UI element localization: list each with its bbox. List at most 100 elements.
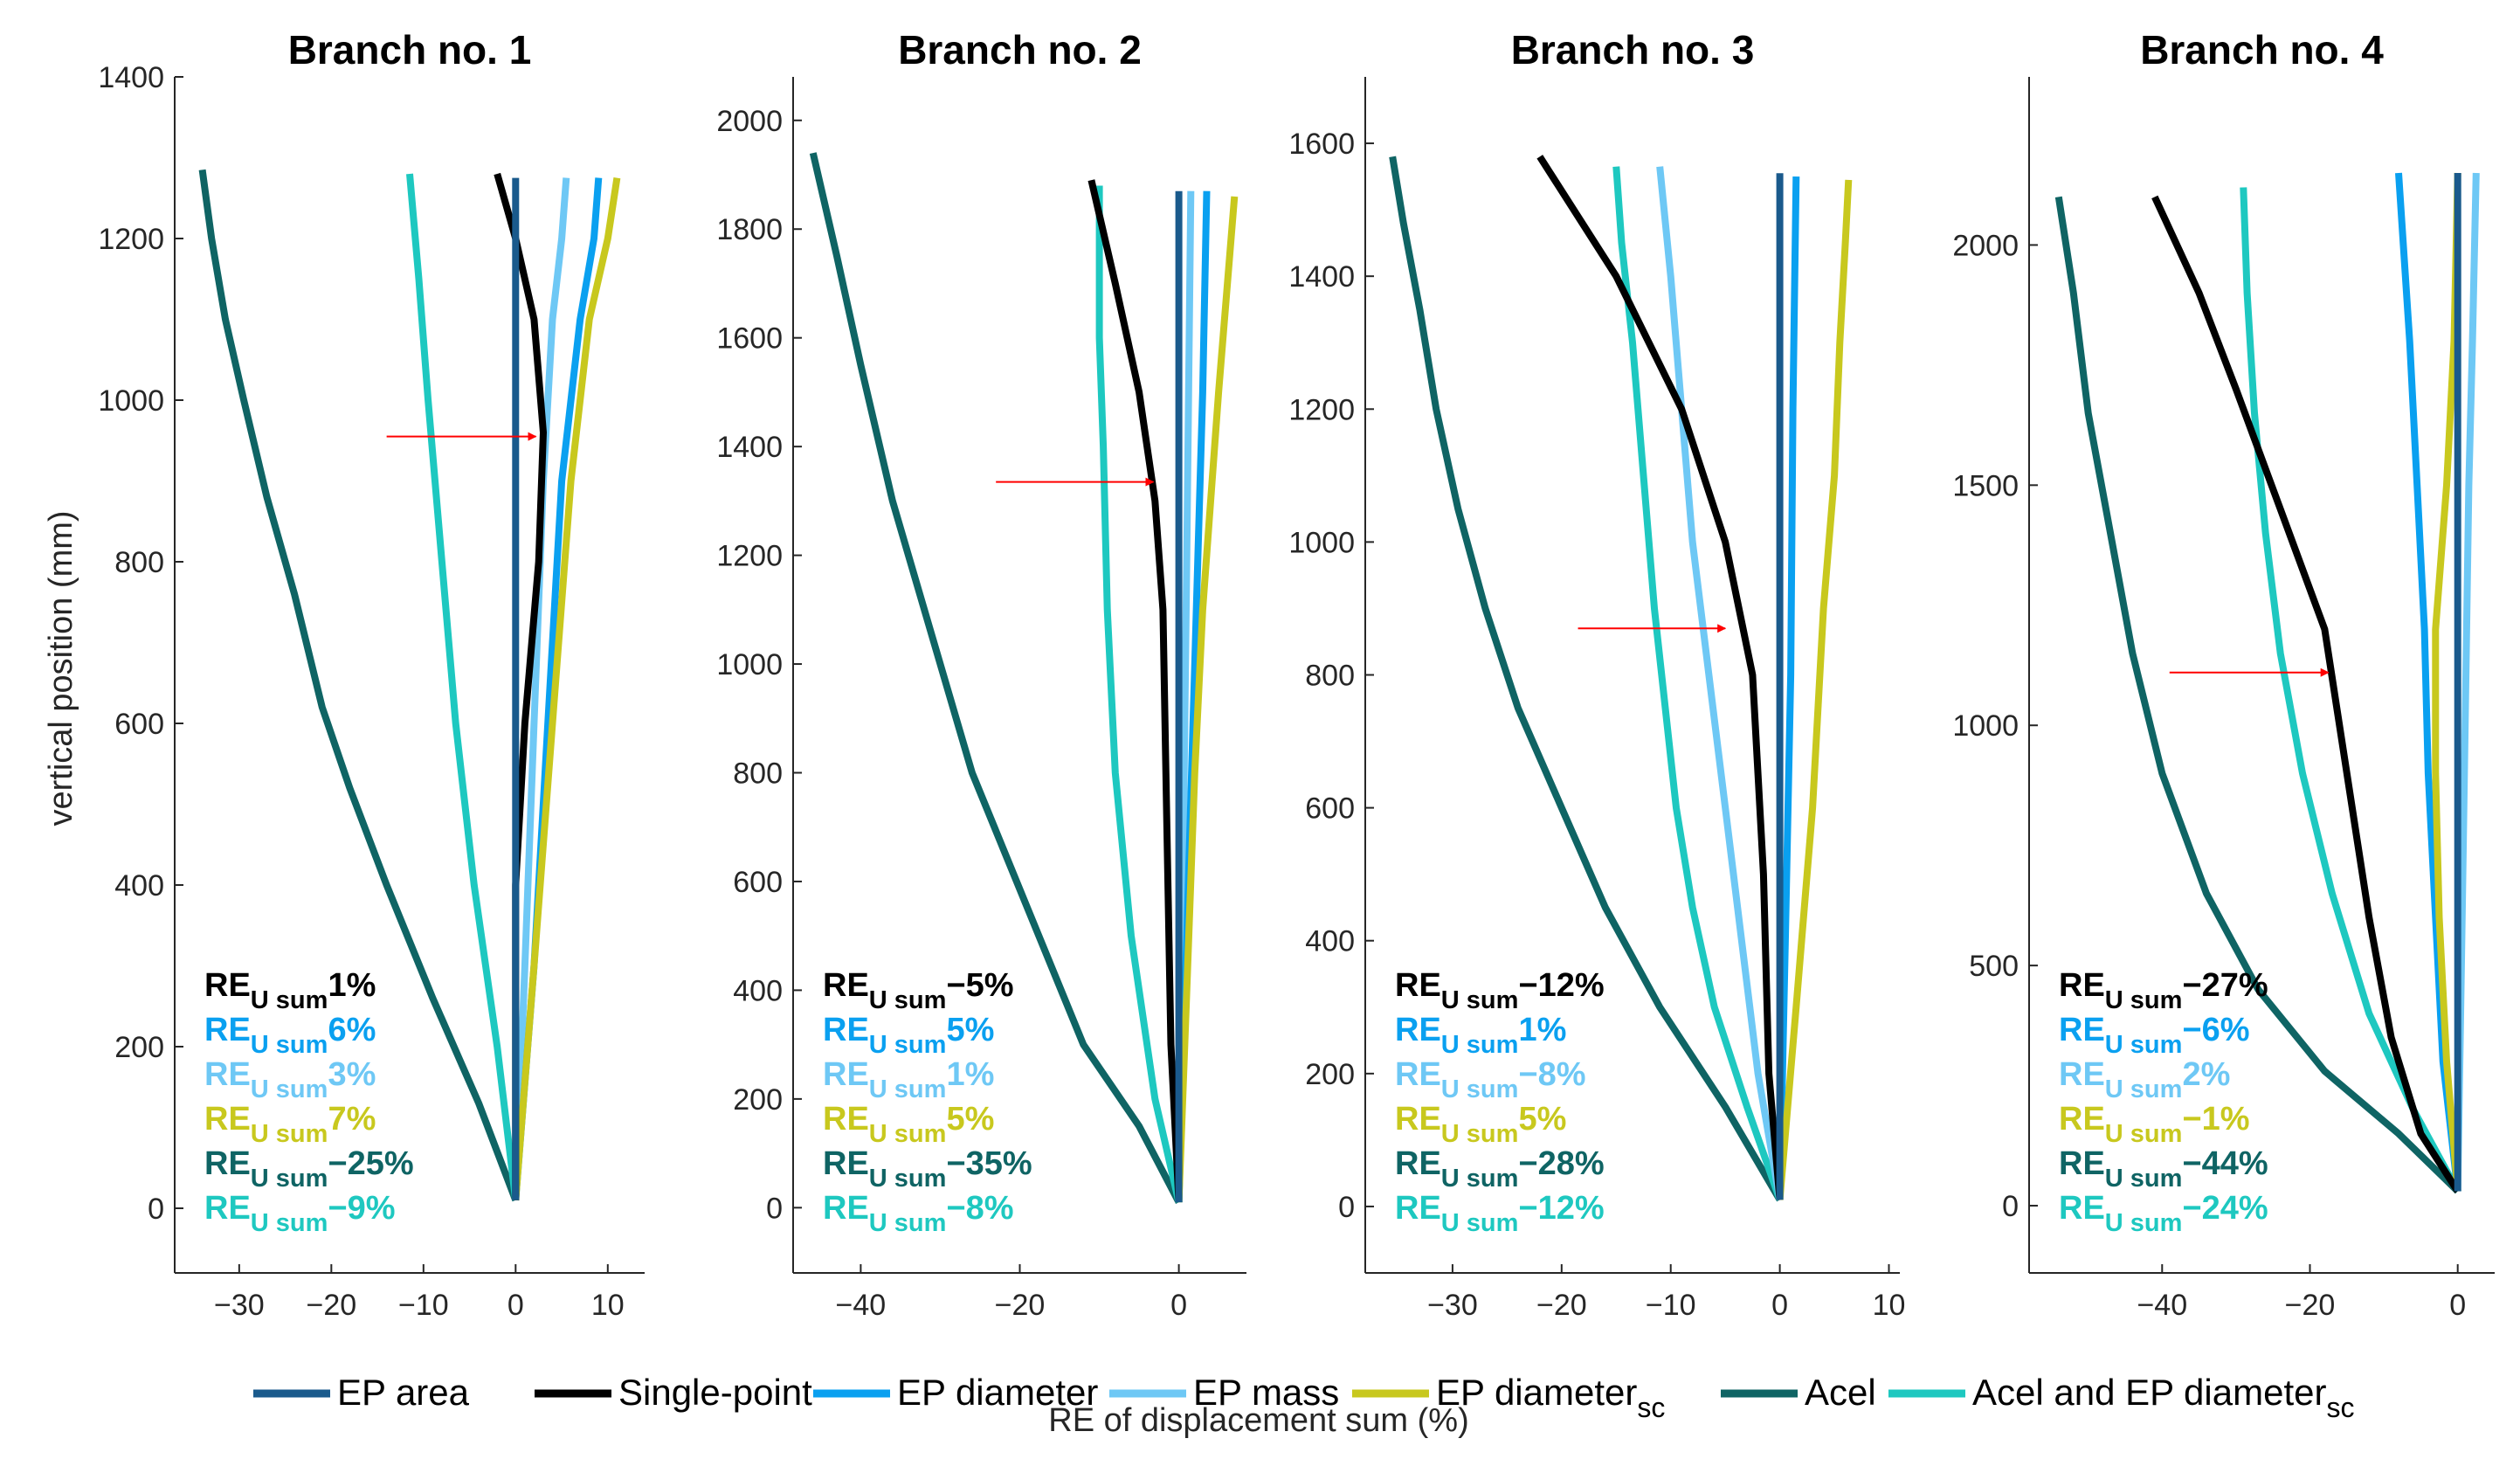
series-line-ep_diam_sc: [1776, 179, 1853, 1200]
x-tick-label: −10: [398, 1289, 449, 1322]
x-tick-label: −40: [2137, 1289, 2187, 1322]
panel-3: Branch no. 3 0 200 400 600 800 1000 1200 1400 160…: [1288, 27, 1905, 1322]
legend-label: Acel and EP diametersc: [1972, 1372, 2354, 1423]
series-line-acel: [198, 169, 520, 1202]
x-tick-label: −10: [1646, 1289, 1696, 1322]
legend-entry-ep_diam: EP diameter: [813, 1372, 1098, 1413]
series-line-acel: [1389, 156, 1784, 1202]
y-tick-label: 800: [1305, 660, 1355, 693]
re-annotation-ep_diam: REU sum1%: [1395, 1012, 1566, 1059]
x-tick-label: −20: [2285, 1289, 2336, 1322]
chart-panels: Branch no. 10200400600800100012001400−30…: [98, 27, 2495, 1322]
series-line-single: [2151, 195, 2461, 1193]
y-tick-label: 200: [733, 1083, 783, 1117]
re-annotation-acel_ep: REU sum−9%: [204, 1190, 396, 1237]
x-axis-label: RE of displacement sum (%): [1048, 1402, 1469, 1439]
series-line-acel: [2054, 196, 2461, 1194]
legend-label: EP diameter: [897, 1372, 1098, 1413]
re-annotation-ep_mass: REU sum3%: [204, 1056, 376, 1103]
y-tick-label: 800: [733, 757, 783, 791]
y-tick-label: 1000: [98, 384, 164, 418]
y-tick-label: 1400: [98, 61, 164, 94]
x-tick-label: 10: [591, 1289, 625, 1322]
y-tick-label: 400: [1305, 925, 1355, 958]
re-annotation-single: REU sum1%: [204, 967, 376, 1014]
y-tick-label: 500: [1969, 950, 2019, 983]
series-line-acel: [809, 152, 1183, 1204]
series-line-single: [1536, 155, 1784, 1200]
series-line-acel_ep: [2240, 187, 2461, 1193]
y-tick-label: 600: [114, 708, 164, 741]
series-line-acel_ep: [406, 173, 520, 1201]
x-tick-label: 0: [507, 1289, 524, 1322]
re-annotation-ep_diam_sc: REU sum7%: [204, 1101, 376, 1148]
y-tick-label: 600: [1305, 792, 1355, 826]
re-annotation-acel_ep: REU sum−24%: [2059, 1190, 2268, 1237]
x-tick-label: −30: [214, 1289, 265, 1322]
series-line-ep_diam_sc: [1175, 196, 1239, 1203]
legend-entry-ep_diam_sc: EP diametersc: [1352, 1372, 1665, 1423]
re-annotation-acel: REU sum−35%: [823, 1145, 1032, 1193]
legend-label: EP area: [337, 1372, 470, 1413]
re-annotation-acel: REU sum−44%: [2059, 1145, 2268, 1193]
legend-entry-ep_area: EP area: [253, 1372, 470, 1413]
y-axis-label: vertical position (mm): [43, 510, 79, 826]
y-tick-label: 0: [148, 1193, 164, 1226]
re-annotation-single: REU sum−5%: [823, 967, 1014, 1014]
y-tick-label: 0: [766, 1192, 783, 1225]
series-line-acel_ep: [1095, 185, 1183, 1204]
y-tick-label: 0: [2002, 1190, 2019, 1223]
y-tick-label: 1200: [98, 223, 164, 256]
re-annotation-single: REU sum−27%: [2059, 967, 2268, 1014]
y-tick-label: 1600: [716, 322, 783, 356]
series-line-ep_mass: [512, 177, 570, 1200]
series-line-ep_diam: [1776, 176, 1800, 1200]
panel-title: Branch no. 4: [2140, 27, 2384, 73]
series-line-ep_diam: [2395, 172, 2461, 1192]
y-tick-label: 1600: [1288, 128, 1355, 161]
re-annotation-acel: REU sum−28%: [1395, 1145, 1605, 1193]
legend-entry-ep_mass: EP mass: [1109, 1372, 1339, 1413]
legend-label: EP diametersc: [1436, 1372, 1665, 1423]
y-tick-label: 0: [1338, 1191, 1355, 1224]
re-annotation-ep_diam: REU sum5%: [823, 1012, 994, 1059]
panel-title: Branch no. 3: [1511, 27, 1755, 73]
y-tick-label: 1400: [716, 431, 783, 464]
x-tick-label: −20: [1536, 1289, 1587, 1322]
x-tick-label: 10: [1873, 1289, 1906, 1322]
series-line-single: [1087, 179, 1183, 1203]
series-line-ep_mass: [1656, 166, 1784, 1200]
re-annotation-ep_diam_sc: REU sum5%: [823, 1101, 994, 1148]
x-tick-label: 0: [2449, 1289, 2466, 1322]
y-tick-label: 200: [1305, 1058, 1355, 1091]
re-annotation-ep_diam_sc: REU sum5%: [1395, 1101, 1566, 1148]
x-tick-label: −30: [1427, 1289, 1478, 1322]
x-tick-label: 0: [1771, 1289, 1788, 1322]
y-tick-label: 1200: [1288, 393, 1355, 426]
legend-label: Acel: [1805, 1372, 1876, 1413]
panel-title: Branch no. 2: [898, 27, 1142, 73]
re-annotation-ep_mass: REU sum2%: [2059, 1056, 2230, 1103]
re-annotation-ep_diam: REU sum6%: [204, 1012, 376, 1059]
y-tick-label: 1500: [1952, 469, 2019, 502]
panel-4: Branch no. 4 0 500 1000 1500 2000 −40 −20 0 REU s…: [1952, 27, 2495, 1322]
legend-label: Single-point: [618, 1372, 812, 1413]
y-tick-label: 1000: [1952, 709, 2019, 743]
y-tick-label: 400: [114, 869, 164, 902]
y-tick-label: 800: [114, 546, 164, 579]
legend-label: EP mass: [1193, 1372, 1339, 1413]
panel-2: Branch no. 2 0 200 400 600 800 1000 1200 1400 160…: [716, 27, 1246, 1322]
re-annotation-ep_diam_sc: REU sum−1%: [2059, 1101, 2250, 1148]
re-annotation-acel_ep: REU sum−8%: [823, 1190, 1014, 1237]
re-annotation-single: REU sum−12%: [1395, 967, 1605, 1014]
y-tick-label: 600: [733, 866, 783, 899]
legend: EP area Single-point EP diameter EP mass EP …: [253, 1372, 2354, 1423]
x-tick-label: −40: [836, 1289, 887, 1322]
re-annotation-ep_mass: REU sum1%: [823, 1056, 994, 1103]
panel-1: Branch no. 1 0 200 400 600 800 1000 1200 1400 −30…: [98, 27, 645, 1322]
series-line-ep_diam_sc: [2432, 172, 2461, 1192]
legend-entry-acel: Acel: [1721, 1372, 1876, 1413]
x-tick-label: −20: [995, 1289, 1046, 1322]
re-annotation-ep_diam: REU sum−6%: [2059, 1012, 2250, 1059]
